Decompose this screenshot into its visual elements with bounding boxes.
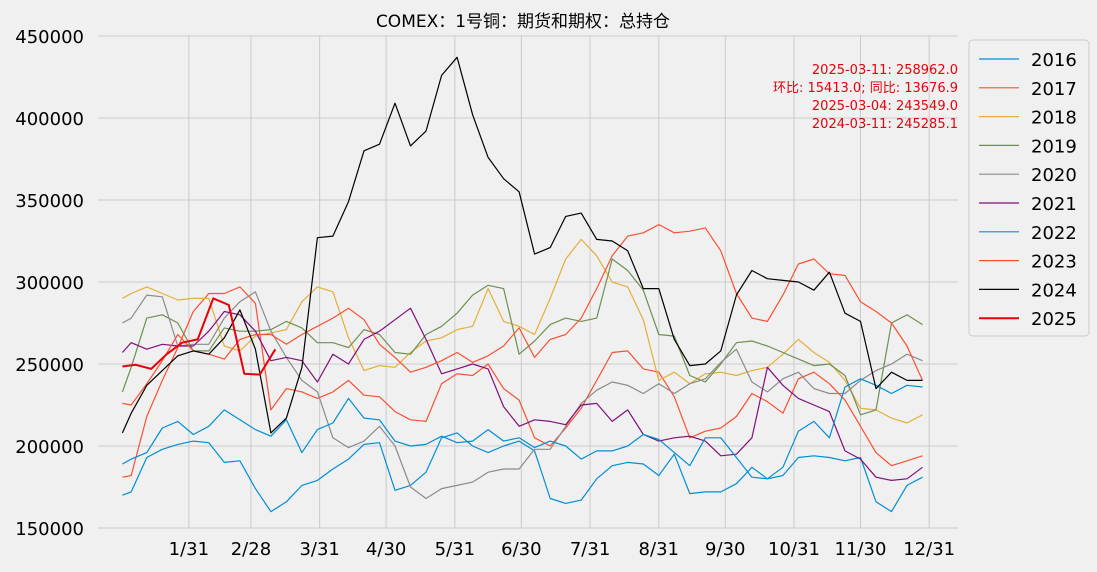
series-line-2017 bbox=[122, 286, 923, 478]
x-tick-label: 12/31 bbox=[903, 539, 955, 560]
series-line-2025 bbox=[122, 297, 277, 376]
legend-label: 2024 bbox=[1031, 280, 1077, 301]
y-tick-label: 400000 bbox=[15, 109, 84, 130]
y-tick-label: 300000 bbox=[15, 273, 84, 294]
x-tick-label: 11/30 bbox=[835, 539, 887, 560]
series-line-2019 bbox=[121, 258, 923, 416]
legend: 2016 2017 2018 2019 2020 2021 2022 2023 2024 2025 bbox=[968, 39, 1090, 337]
series-line-2022 bbox=[122, 378, 923, 480]
x-tick-label: 8/31 bbox=[639, 539, 679, 560]
chart-title: COMEX：1号铜：期货和期权：总持仓 bbox=[376, 12, 670, 32]
legend-box bbox=[968, 39, 1090, 337]
legend-label: 2019 bbox=[1031, 136, 1077, 157]
axis-labels: 150000 200000 250000 300000 350000 400000 4500… bbox=[15, 27, 955, 560]
x-tick-label: 2/28 bbox=[231, 539, 271, 560]
x-tick-label: 3/31 bbox=[299, 539, 339, 560]
y-tick-label: 150000 bbox=[15, 519, 84, 540]
series-line-2024 bbox=[121, 56, 923, 434]
annotation-line-1: 2025-03-11: 258962.0 bbox=[812, 63, 958, 78]
y-tick-label: 350000 bbox=[15, 191, 84, 212]
legend-label: 2022 bbox=[1031, 223, 1077, 244]
annotation-line-4: 2024-03-11: 245285.1 bbox=[812, 117, 958, 132]
series-line-2018 bbox=[122, 238, 923, 424]
series-line-2021 bbox=[121, 307, 923, 481]
series-lines bbox=[121, 56, 924, 513]
x-tick-label: 5/31 bbox=[435, 539, 475, 560]
legend-label: 2021 bbox=[1031, 194, 1077, 215]
x-tick-label: 4/30 bbox=[366, 539, 406, 560]
annotation: 2025-03-11: 258962.0 环比: 15413.0; 同比: 13… bbox=[773, 63, 958, 132]
x-tick-label: 7/31 bbox=[570, 539, 610, 560]
annotation-line-3: 2025-03-04: 243549.0 bbox=[812, 99, 958, 114]
y-tick-label: 200000 bbox=[15, 437, 84, 458]
x-tick-label: 10/31 bbox=[768, 539, 820, 560]
legend-label: 2018 bbox=[1031, 108, 1077, 129]
x-tick-label: 6/30 bbox=[501, 539, 541, 560]
annotation-line-2: 环比: 15413.0; 同比: 13676.9 bbox=[773, 81, 958, 96]
y-tick-label: 250000 bbox=[15, 355, 84, 376]
x-tick-label: 1/31 bbox=[169, 539, 209, 560]
legend-label: 2020 bbox=[1031, 165, 1077, 186]
legend-label: 2017 bbox=[1031, 79, 1077, 100]
legend-label: 2016 bbox=[1031, 50, 1077, 71]
series-line-2016 bbox=[122, 432, 923, 513]
legend-label: 2023 bbox=[1031, 252, 1077, 273]
series-line-2020 bbox=[122, 291, 923, 500]
y-tick-label: 450000 bbox=[15, 27, 84, 48]
x-tick-label: 9/30 bbox=[705, 539, 745, 560]
legend-label: 2025 bbox=[1031, 309, 1077, 330]
